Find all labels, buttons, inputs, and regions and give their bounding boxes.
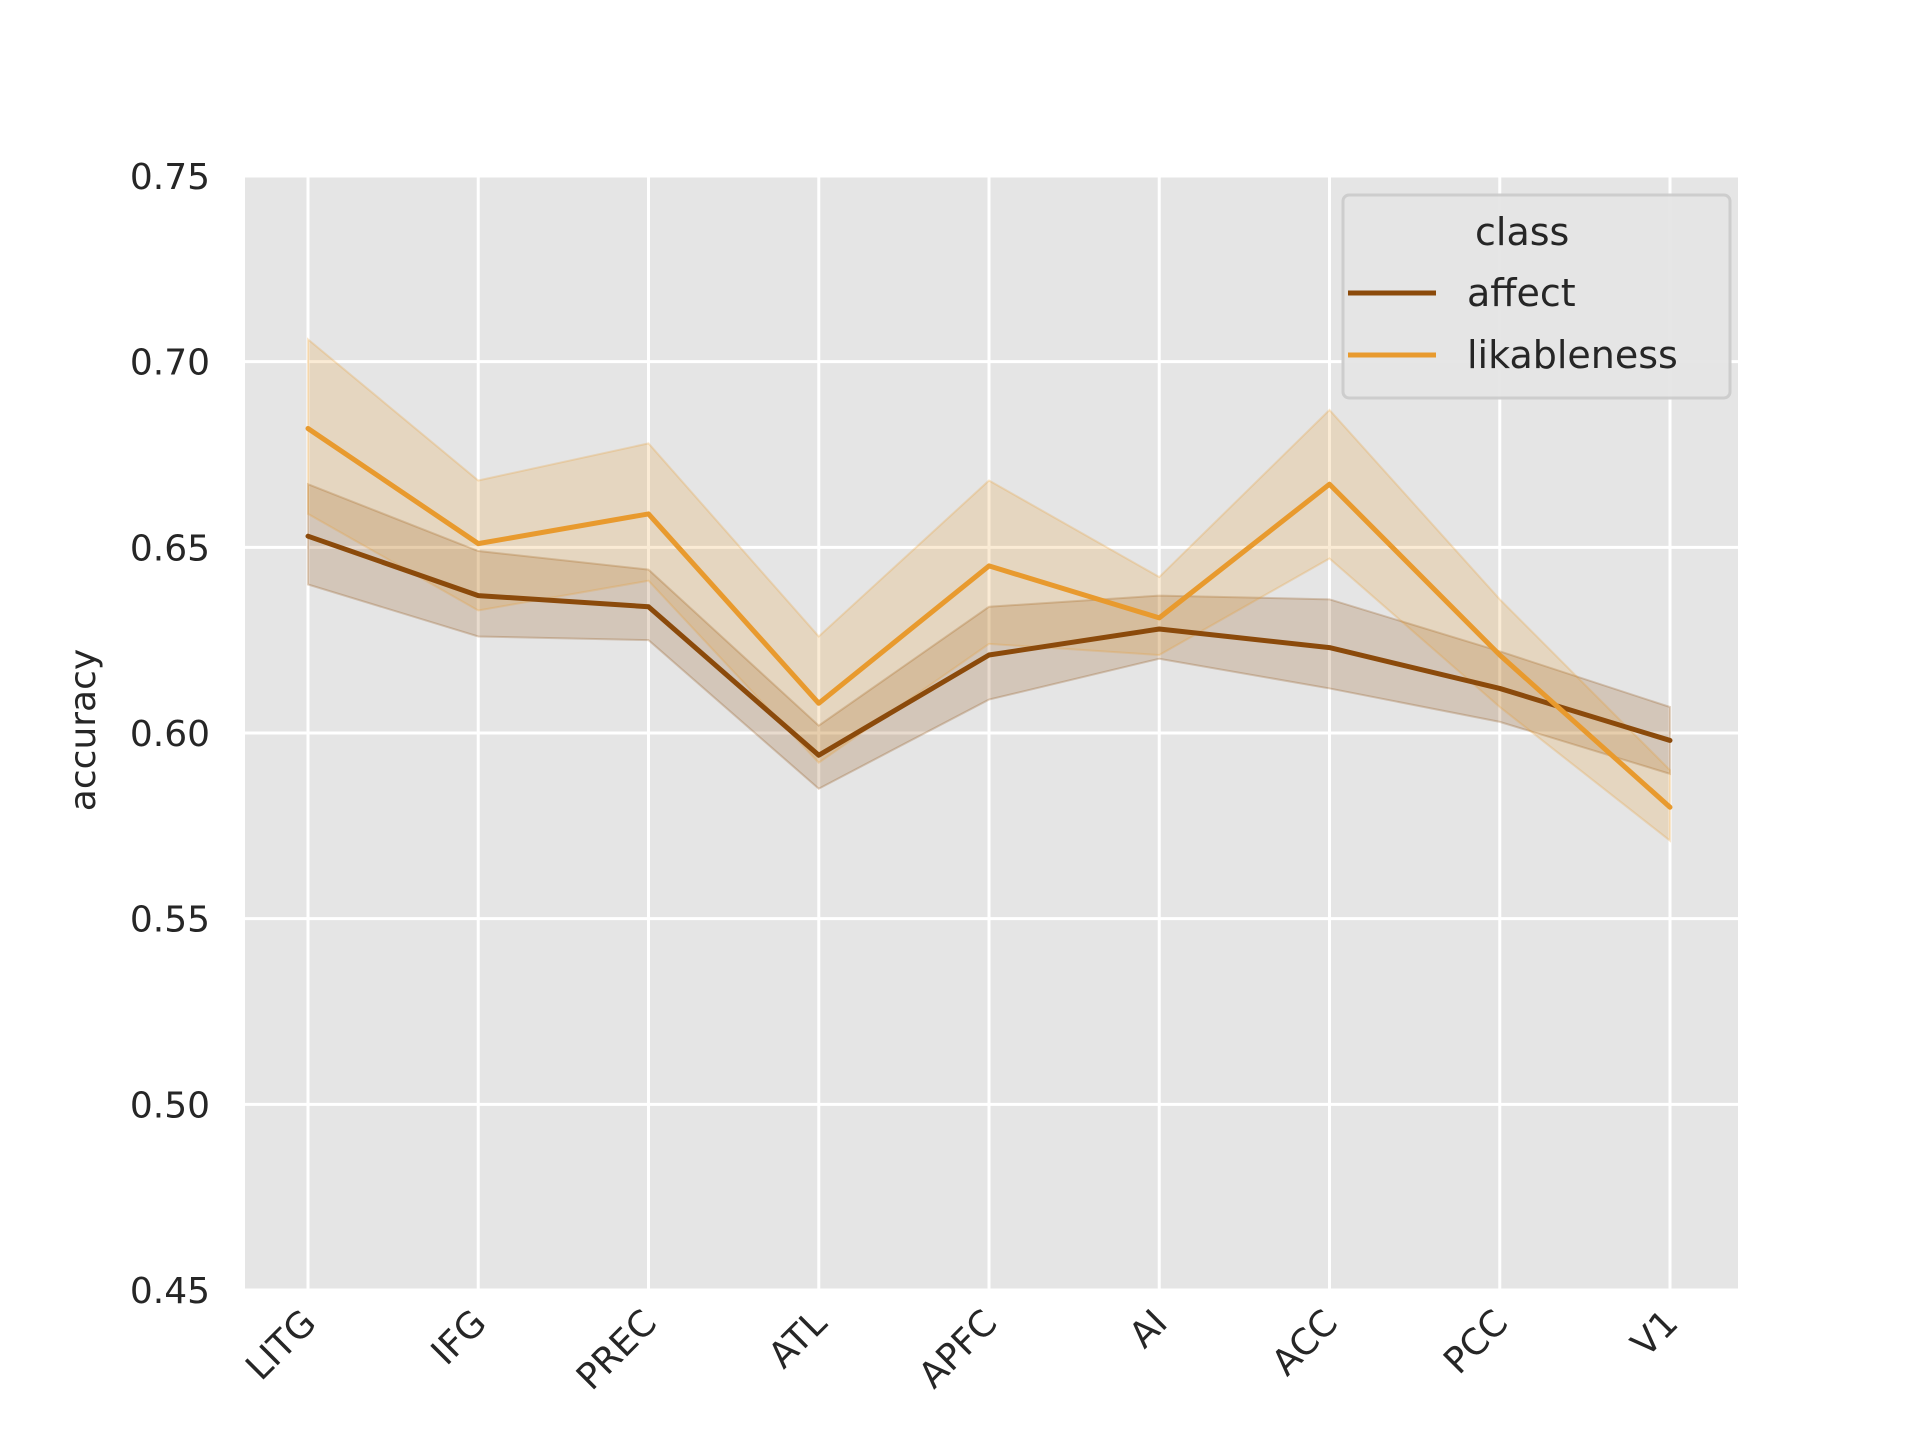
legend: class affect likableness [1341,193,1732,400]
legend-label: affect [1467,271,1576,315]
series-line-likableness [305,426,1673,810]
y-tick-label: 0.65 [130,528,210,569]
series-lines [305,426,1673,810]
x-tick-label: IFG [424,1302,495,1373]
y-tick-label: 0.50 [130,1085,210,1126]
y-tick-labels: 0.45 0.50 0.55 0.60 0.65 0.70 0.75 [130,157,210,1312]
y-axis-title: accuracy [63,649,104,811]
x-tick-label: LITG [238,1302,324,1388]
confidence-band-affect [307,482,1671,790]
x-tick-label: ATL [761,1302,835,1376]
y-tick-label: 0.45 [130,1271,210,1312]
x-tick-label: AI [1122,1302,1176,1356]
confidence-bands [307,337,1671,843]
y-tick-label: 0.70 [130,343,210,384]
series-line-affect [305,533,1673,758]
y-tick-label: 0.60 [130,714,210,755]
x-tick-label: APFC [911,1302,1005,1396]
x-tick-label: ACC [1264,1302,1346,1384]
grid [245,174,1738,1292]
y-tick-label: 0.55 [130,900,210,941]
confidence-band-likableness [307,337,1671,843]
legend-frame [1341,193,1732,400]
legend-label: likableness [1467,333,1678,377]
x-tick-label: PREC [569,1302,665,1398]
legend-title: class [1475,210,1569,254]
y-tick-label: 0.75 [130,157,210,198]
x-tick-label: PCC [1436,1302,1516,1382]
x-tick-labels: LITG IFG PREC ATL APFC AI ACC PCC V1 [238,1302,1686,1398]
legend-items: affect likableness [1348,271,1678,377]
x-tick-label: V1 [1624,1302,1687,1365]
